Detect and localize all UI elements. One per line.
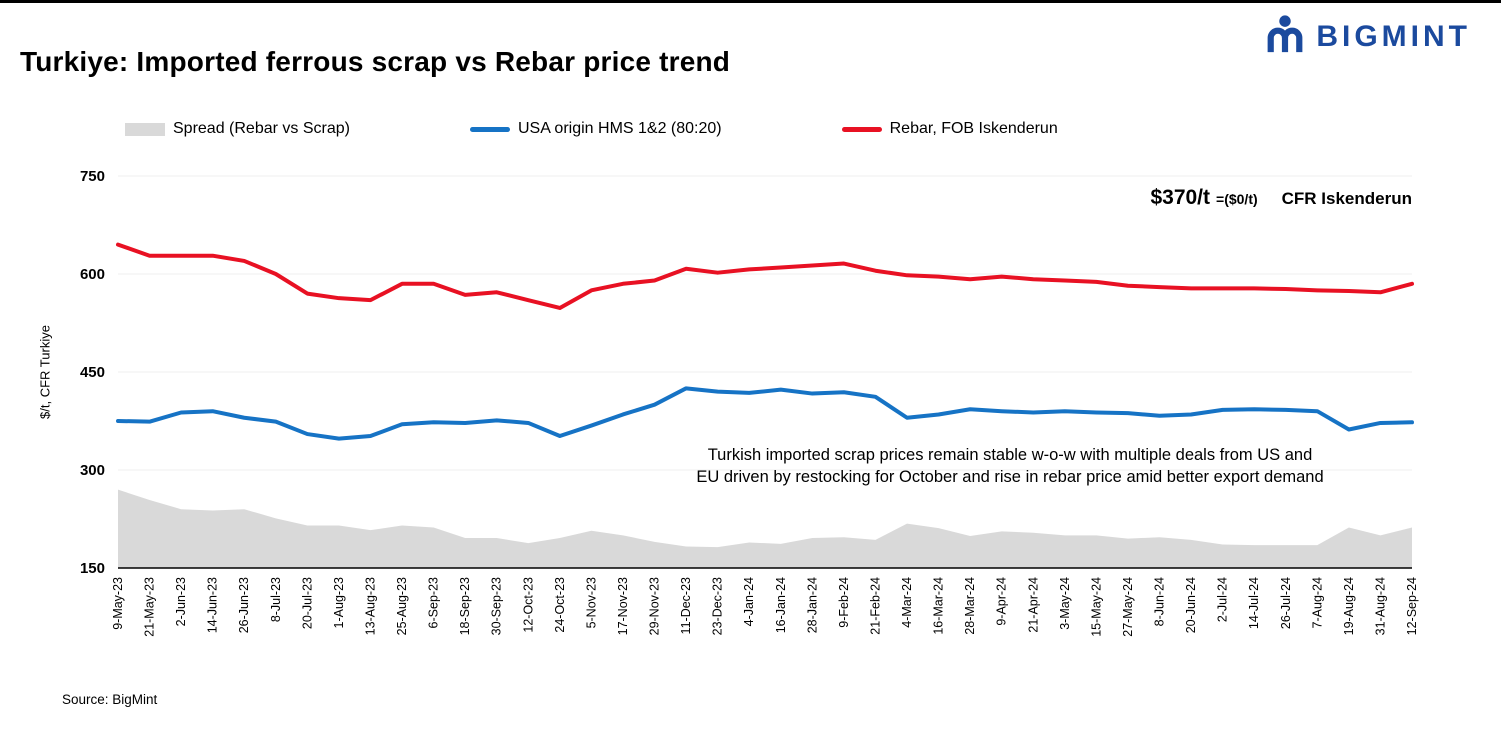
- chart-note: Turkish imported scrap prices remain sta…: [600, 444, 1420, 489]
- svg-text:14-Jun-23: 14-Jun-23: [206, 577, 220, 633]
- price-annotation: $370/t =($0/t) CFR Iskenderun: [1150, 186, 1412, 210]
- svg-text:4-Mar-24: 4-Mar-24: [900, 577, 914, 628]
- svg-text:21-Apr-24: 21-Apr-24: [1026, 577, 1040, 633]
- svg-text:25-Aug-23: 25-Aug-23: [395, 577, 409, 635]
- svg-text:27-May-24: 27-May-24: [1121, 577, 1135, 637]
- svg-text:24-Oct-23: 24-Oct-23: [553, 577, 567, 633]
- svg-text:8-Jun-24: 8-Jun-24: [1153, 577, 1167, 626]
- legend-item: Rebar, FOB Iskenderun: [841, 120, 1058, 138]
- svg-text:13-Aug-23: 13-Aug-23: [363, 577, 377, 635]
- svg-text:450: 450: [80, 364, 105, 381]
- svg-text:31-Aug-24: 31-Aug-24: [1373, 577, 1387, 635]
- svg-text:16-Jan-24: 16-Jan-24: [774, 577, 788, 633]
- legend-label: Spread (Rebar vs Scrap): [173, 120, 350, 137]
- svg-text:29-Nov-23: 29-Nov-23: [648, 577, 662, 635]
- brand-name: BIGMINT: [1316, 19, 1471, 53]
- svg-text:7-Aug-24: 7-Aug-24: [1310, 577, 1324, 628]
- line-swatch: [469, 126, 510, 132]
- legend-label: USA origin HMS 1&2 (80:20): [517, 120, 722, 137]
- svg-text:2-Jul-24: 2-Jul-24: [1216, 577, 1230, 622]
- legend: Spread (Rebar vs Scrap) USA origin HMS 1&…: [125, 120, 1058, 138]
- svg-text:5-Nov-23: 5-Nov-23: [584, 577, 598, 628]
- svg-text:12-Oct-23: 12-Oct-23: [521, 577, 535, 633]
- svg-text:20-Jun-24: 20-Jun-24: [1184, 577, 1198, 633]
- svg-text:14-Jul-24: 14-Jul-24: [1247, 577, 1261, 629]
- svg-text:150: 150: [80, 560, 105, 577]
- price-value: $370/t: [1150, 186, 1211, 209]
- svg-text:11-Dec-23: 11-Dec-23: [679, 577, 693, 634]
- svg-text:21-May-23: 21-May-23: [143, 577, 157, 637]
- svg-text:12-Sep-24: 12-Sep-24: [1405, 577, 1419, 635]
- source-note: Source: BigMint: [62, 692, 158, 707]
- svg-text:6-Sep-23: 6-Sep-23: [427, 577, 441, 628]
- area-swatch: [125, 122, 165, 136]
- chart-note-line1: Turkish imported scrap prices remain sta…: [707, 446, 1313, 464]
- svg-text:21-Feb-24: 21-Feb-24: [868, 577, 882, 635]
- svg-text:30-Sep-23: 30-Sep-23: [490, 577, 504, 635]
- svg-text:9-Feb-24: 9-Feb-24: [837, 577, 851, 628]
- svg-text:19-Aug-24: 19-Aug-24: [1342, 577, 1356, 635]
- svg-text:9-Apr-24: 9-Apr-24: [995, 577, 1009, 626]
- svg-text:20-Jul-23: 20-Jul-23: [300, 577, 314, 629]
- svg-text:4-Jan-24: 4-Jan-24: [742, 577, 756, 626]
- svg-text:28-Mar-24: 28-Mar-24: [963, 577, 977, 635]
- price-change: =($0/t): [1216, 191, 1258, 207]
- svg-text:600: 600: [80, 266, 105, 283]
- svg-text:26-Jul-24: 26-Jul-24: [1279, 577, 1293, 629]
- legend-label: Rebar, FOB Iskenderun: [889, 120, 1058, 137]
- svg-text:18-Sep-23: 18-Sep-23: [458, 577, 472, 635]
- top-rule: [0, 0, 1501, 3]
- svg-text:23-Dec-23: 23-Dec-23: [711, 577, 725, 635]
- svg-text:9-May-23: 9-May-23: [111, 577, 125, 630]
- svg-text:28-Jan-24: 28-Jan-24: [805, 577, 819, 633]
- line-swatch: [841, 126, 882, 132]
- svg-text:300: 300: [80, 462, 105, 479]
- svg-text:16-Mar-24: 16-Mar-24: [932, 577, 946, 635]
- svg-text:8-Jul-23: 8-Jul-23: [269, 577, 283, 622]
- legend-item: Spread (Rebar vs Scrap): [125, 120, 350, 138]
- svg-text:17-Nov-23: 17-Nov-23: [616, 577, 630, 635]
- price-location: CFR Iskenderun: [1281, 189, 1412, 208]
- svg-text:3-May-24: 3-May-24: [1058, 577, 1072, 630]
- page-title: Turkiye: Imported ferrous scrap vs Rebar…: [20, 46, 731, 77]
- svg-text:2-Jun-23: 2-Jun-23: [174, 577, 188, 626]
- svg-text:15-May-24: 15-May-24: [1089, 577, 1103, 637]
- chart-note-line2: EU driven by restocking for October and …: [696, 468, 1324, 487]
- legend-item: USA origin HMS 1&2 (80:20): [469, 120, 722, 138]
- svg-text:26-Jun-23: 26-Jun-23: [237, 577, 251, 633]
- brand-logo: BIGMINT: [1264, 14, 1471, 59]
- svg-text:1-Aug-23: 1-Aug-23: [332, 577, 346, 628]
- brand-icon: [1264, 14, 1306, 59]
- svg-text:750: 750: [80, 168, 105, 185]
